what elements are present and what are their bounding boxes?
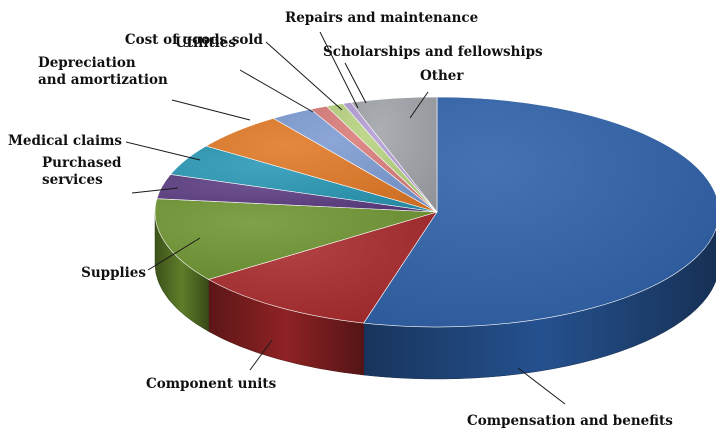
slice-label-purchased-services: Purchased services: [42, 155, 122, 188]
leader-line-component-units: [249, 339, 273, 371]
slice-label-repairs-and-maintenance: Repairs and maintenance: [285, 10, 478, 26]
slice-component-units: [207, 211, 438, 324]
slice-supplies: [154, 198, 438, 280]
leader-line-scholarships-and-fellowships: [344, 62, 367, 104]
leader-line-utilities: [239, 69, 314, 113]
pie-sides: [154, 211, 716, 380]
slice-label-other: Other: [420, 68, 464, 84]
leader-line-cost-of-goods-sold: [265, 41, 343, 111]
slice-label-utilities: Utilities: [175, 35, 236, 51]
leader-line-supplies: [147, 237, 201, 271]
slice-other: [350, 96, 438, 213]
leader-line-compensation-and-benefits: [517, 367, 566, 405]
leader-line-purchased-services: [131, 187, 179, 194]
slice-labels: Compensation and benefits Component units…: [8, 10, 673, 429]
slice-label-compensation-and-benefits: Compensation and benefits: [467, 413, 673, 429]
slice-label-depreciation-and-amortization: Depreciation and amortization: [38, 55, 168, 88]
pie-slices: [154, 96, 716, 328]
leader-line-depreciation-and-amortization: [171, 99, 251, 121]
leader-line-medical-claims: [125, 141, 201, 161]
leader-lines: [125, 31, 566, 405]
slice-label-supplies: Supplies: [81, 265, 146, 281]
slice-label-medical-claims: Medical claims: [8, 133, 122, 149]
leader-line-repairs-and-maintenance: [319, 31, 359, 109]
slice-compensation-and-benefits: [363, 96, 716, 328]
slice-label-cost-of-goods-sold: Cost of goods sold: [125, 32, 264, 48]
slice-label-scholarships-and-fellowships: Scholarships and fellowships: [323, 44, 543, 60]
slice-label-component-units: Component units: [146, 376, 277, 392]
leader-line-other: [409, 91, 429, 119]
